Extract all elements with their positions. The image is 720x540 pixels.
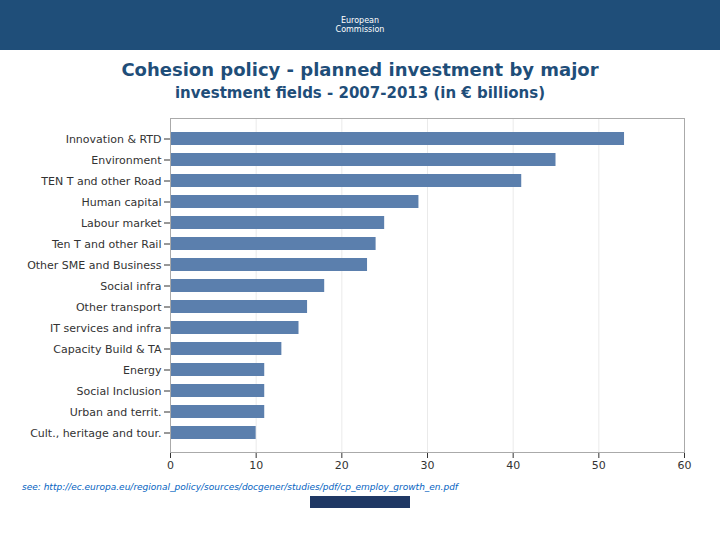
svg-text:Other SME and Business: Other SME and Business xyxy=(27,259,162,272)
svg-text:Social Inclusion: Social Inclusion xyxy=(77,385,162,398)
svg-text:Environment: Environment xyxy=(91,154,162,167)
svg-text:60: 60 xyxy=(678,459,692,472)
svg-text:Labour market: Labour market xyxy=(81,217,162,230)
svg-text:Social infra: Social infra xyxy=(100,280,161,293)
html-text:Cohesion policy - planned inve: Cohesion policy - planned investment by … xyxy=(121,59,599,80)
svg-text:0: 0 xyxy=(167,459,174,472)
svg-text:40: 40 xyxy=(506,459,520,472)
svg-text:20: 20 xyxy=(335,459,349,472)
svg-text:Energy: Energy xyxy=(123,364,162,377)
svg-text:50: 50 xyxy=(592,459,606,472)
svg-text:TEN T and other Road: TEN T and other Road xyxy=(40,175,161,188)
svg-text:Cult., heritage and tour.: Cult., heritage and tour. xyxy=(30,427,161,440)
svg-text:Capacity Build & TA: Capacity Build & TA xyxy=(53,343,162,356)
html-text:European Commission: European Commission xyxy=(335,16,385,34)
svg-text:Other transport: Other transport xyxy=(76,301,162,314)
svg-text:Urban and territ.: Urban and territ. xyxy=(70,406,162,419)
svg-text:Innovation & RTD: Innovation & RTD xyxy=(66,133,162,146)
svg-text:IT services and infra: IT services and infra xyxy=(50,322,161,335)
svg-text:10: 10 xyxy=(249,459,263,472)
html-text:see: http://ec.europa.eu/regio: see: http://ec.europa.eu/regional_policy… xyxy=(22,482,458,492)
html-text:investment fields - 2007-2013: investment fields - 2007-2013 (in € bill… xyxy=(175,84,545,102)
svg-text:30: 30 xyxy=(421,459,435,472)
svg-text:Human capital: Human capital xyxy=(81,196,161,209)
svg-text:Ten T and other Rail: Ten T and other Rail xyxy=(51,238,162,251)
